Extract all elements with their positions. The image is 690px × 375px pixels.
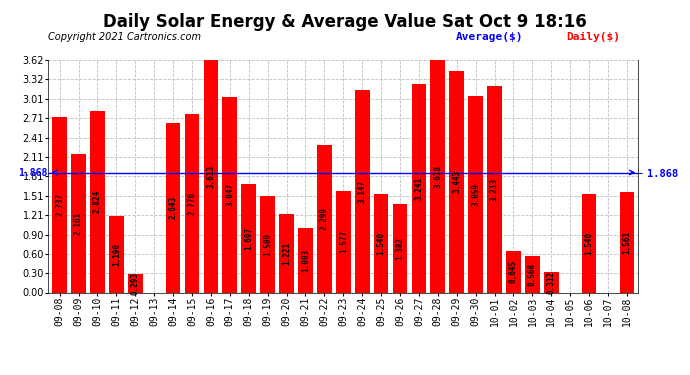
Bar bbox=[185, 114, 199, 292]
Bar bbox=[298, 228, 313, 292]
Bar bbox=[393, 204, 407, 292]
Text: 1.003: 1.003 bbox=[301, 249, 310, 272]
Text: 2.299: 2.299 bbox=[320, 207, 329, 230]
Bar bbox=[90, 111, 105, 292]
Bar bbox=[525, 256, 540, 292]
Text: 1.697: 1.697 bbox=[244, 226, 253, 250]
Text: 2.776: 2.776 bbox=[188, 192, 197, 215]
Bar bbox=[506, 251, 521, 292]
Text: 1.540: 1.540 bbox=[584, 231, 593, 255]
Text: Daily Solar Energy & Average Value Sat Oct 9 18:16: Daily Solar Energy & Average Value Sat O… bbox=[103, 13, 587, 31]
Bar bbox=[52, 117, 67, 292]
Text: 2.824: 2.824 bbox=[93, 190, 102, 213]
Text: 3.613: 3.613 bbox=[206, 165, 215, 188]
Text: Copyright 2021 Cartronics.com: Copyright 2021 Cartronics.com bbox=[48, 32, 201, 42]
Text: 3.047: 3.047 bbox=[226, 183, 235, 206]
Text: 3.147: 3.147 bbox=[357, 180, 366, 203]
Text: 3.618: 3.618 bbox=[433, 165, 442, 188]
Bar bbox=[166, 123, 181, 292]
Text: Daily($): Daily($) bbox=[566, 32, 620, 42]
Text: 3.443: 3.443 bbox=[452, 170, 461, 194]
Text: 1.868: 1.868 bbox=[19, 168, 48, 177]
Bar bbox=[317, 145, 332, 292]
Text: 1.221: 1.221 bbox=[282, 242, 291, 265]
Bar bbox=[374, 194, 388, 292]
Text: Average($): Average($) bbox=[455, 32, 523, 42]
Text: 2.161: 2.161 bbox=[74, 211, 83, 235]
Bar bbox=[71, 154, 86, 292]
Bar bbox=[431, 60, 445, 292]
Text: 1.190: 1.190 bbox=[112, 243, 121, 266]
Bar bbox=[449, 71, 464, 292]
Text: 3.213: 3.213 bbox=[490, 178, 499, 201]
Bar bbox=[544, 273, 559, 292]
Text: 3.059: 3.059 bbox=[471, 183, 480, 206]
Bar bbox=[222, 97, 237, 292]
Bar bbox=[241, 183, 256, 292]
Bar bbox=[279, 214, 294, 292]
Bar bbox=[620, 192, 634, 292]
Bar bbox=[336, 191, 351, 292]
Text: 0.568: 0.568 bbox=[528, 263, 537, 286]
Text: 2.643: 2.643 bbox=[168, 196, 177, 219]
Text: 1.577: 1.577 bbox=[339, 230, 348, 254]
Text: 1.509: 1.509 bbox=[263, 232, 272, 256]
Text: 0.293: 0.293 bbox=[131, 272, 140, 295]
Bar bbox=[411, 84, 426, 292]
Bar bbox=[355, 90, 370, 292]
Text: 3.241: 3.241 bbox=[415, 177, 424, 200]
Bar bbox=[469, 96, 483, 292]
Bar bbox=[128, 274, 143, 292]
Bar bbox=[204, 60, 218, 292]
Text: 1.540: 1.540 bbox=[377, 231, 386, 255]
Text: 0.645: 0.645 bbox=[509, 260, 518, 284]
Text: 1.561: 1.561 bbox=[622, 231, 631, 254]
Bar bbox=[487, 86, 502, 292]
Text: 2.737: 2.737 bbox=[55, 193, 64, 216]
Text: 0.312: 0.312 bbox=[546, 271, 555, 294]
Bar bbox=[582, 194, 596, 292]
Bar bbox=[109, 216, 124, 292]
Bar bbox=[260, 196, 275, 292]
Text: 1.382: 1.382 bbox=[395, 237, 404, 260]
